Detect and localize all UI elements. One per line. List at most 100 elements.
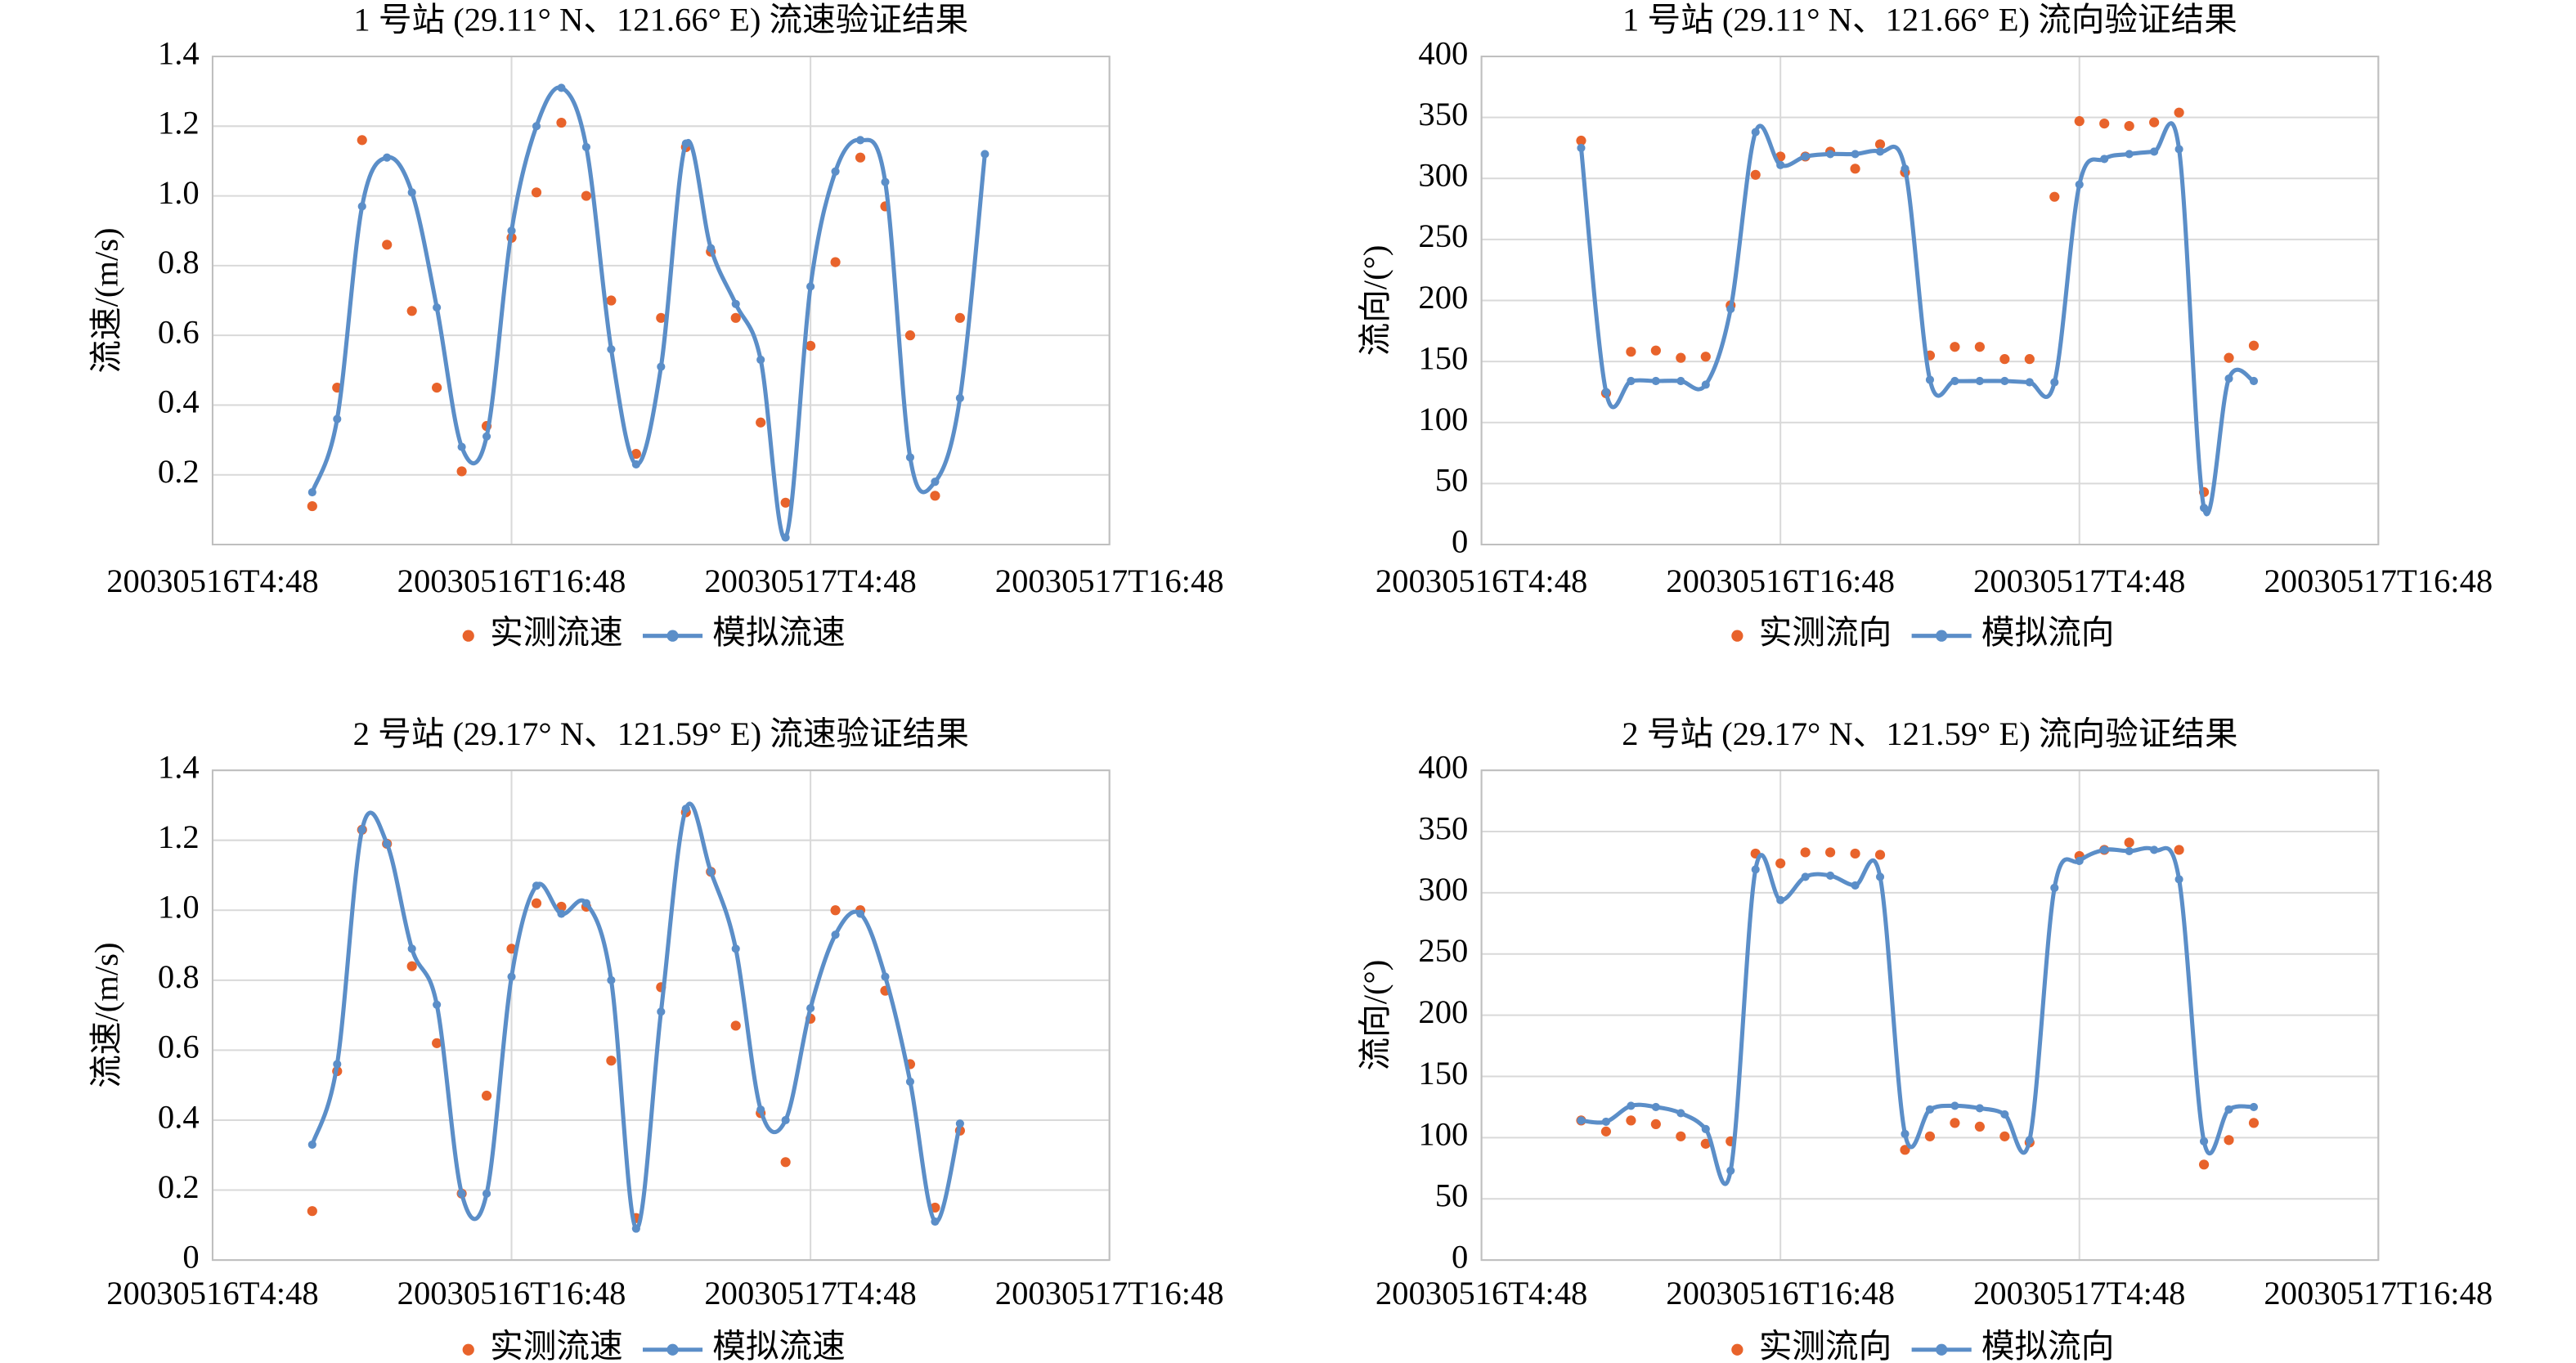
legend-marker	[1936, 1343, 1948, 1356]
line-marker	[2125, 150, 2134, 159]
scatter-point	[456, 466, 467, 477]
line-marker	[1776, 160, 1785, 169]
line-marker	[707, 868, 716, 877]
y-tick-label: 1.2	[158, 818, 200, 855]
line-marker	[2174, 145, 2183, 154]
line-marker	[1701, 1124, 1710, 1133]
scatter-point	[1576, 135, 1586, 146]
scatter-point	[556, 117, 567, 128]
x-tick-label: 20030516T4:48	[1376, 563, 1587, 599]
legend-marker	[1731, 630, 1744, 642]
line-marker	[631, 1224, 640, 1233]
scatter-point	[531, 898, 542, 908]
scatter-point	[2024, 354, 2035, 365]
scatter-point	[1700, 352, 1711, 362]
scatter-point	[730, 1020, 741, 1031]
scatter-point	[606, 1056, 617, 1066]
y-tick-label: 200	[1418, 993, 1468, 1030]
line-marker	[1601, 1117, 1611, 1126]
line-marker	[2000, 1110, 2009, 1119]
x-tick-label: 20030516T16:48	[1666, 1275, 1895, 1311]
line-marker	[1901, 1129, 1910, 1138]
scatter-point	[954, 312, 965, 323]
line-marker	[307, 1140, 316, 1149]
line-marker	[1776, 895, 1785, 904]
y-tick-label: 1.2	[158, 105, 200, 141]
legend-label: 实测流向	[1759, 1328, 1892, 1363]
legend-label: 模拟流速	[712, 614, 845, 651]
scatter-point	[730, 312, 741, 323]
x-tick-label: 20030517T16:48	[2264, 563, 2493, 599]
scatter-point	[1950, 342, 1960, 352]
line-marker	[681, 805, 690, 814]
scatter-point	[2224, 352, 2234, 363]
y-tick-label: 300	[1418, 871, 1468, 908]
scatter-point	[1750, 169, 1761, 180]
line-marker	[1901, 164, 1910, 173]
y-tick-label: 1.0	[158, 174, 200, 211]
chart-title: 2 号站 (29.17° N、121.59° E) 流速验证结果	[353, 715, 969, 752]
y-axis-label: 流向/(°)	[1357, 245, 1393, 356]
scatter-point	[631, 449, 641, 460]
scatter-point	[855, 152, 866, 163]
scatter-point	[1676, 1131, 1686, 1141]
scatter-point	[1874, 850, 1886, 860]
scatter-point	[1974, 342, 1985, 352]
line-marker	[855, 136, 865, 145]
scatter-point	[307, 500, 317, 512]
scatter-point	[406, 961, 417, 971]
line-marker	[557, 909, 566, 918]
scatter-point	[830, 257, 841, 267]
line-marker	[2249, 1102, 2259, 1112]
line-marker	[1801, 152, 1810, 161]
chart-panel: 0 0.2 0.4 0.6 0.8 1.0 1.2 1.4 20030516T4:48 20030…	[88, 715, 1223, 1363]
scatter-point	[1924, 1131, 1936, 1141]
line-marker	[905, 453, 915, 462]
scatter-point	[830, 905, 841, 916]
line-marker	[433, 1000, 442, 1009]
scatter-point	[1850, 164, 1860, 174]
line-marker	[1875, 147, 1885, 156]
line-marker	[581, 899, 591, 908]
line-marker	[482, 432, 491, 441]
line-marker	[1627, 376, 1636, 386]
scatter-point	[1800, 847, 1811, 858]
scatter-point	[780, 1157, 791, 1168]
scatter-point	[1775, 858, 1786, 869]
legend: 实测流速 模拟流速	[462, 614, 846, 651]
y-tick-label: 1.4	[158, 748, 200, 785]
scatter-point	[606, 295, 617, 306]
legend-marker	[1731, 1343, 1744, 1356]
x-tick-label: 20030517T4:48	[1973, 563, 2185, 599]
line-marker	[1676, 1109, 1685, 1118]
scatter-point	[2248, 340, 2260, 351]
line-marker	[607, 345, 616, 354]
line-marker	[831, 930, 840, 939]
line-marker	[707, 244, 716, 253]
legend-label: 实测流向	[1759, 614, 1892, 651]
series-line	[1578, 121, 2255, 517]
legend-label: 模拟流速	[712, 1328, 845, 1363]
chart-title: 1 号站 (29.11° N、121.66° E) 流速验证结果	[353, 2, 968, 38]
line-marker	[881, 177, 890, 186]
line-marker	[2050, 378, 2059, 387]
scatter-point	[307, 1206, 317, 1217]
line-marker	[2174, 875, 2183, 884]
line-marker	[2249, 376, 2259, 386]
legend: 实测流速 模拟流速	[462, 1328, 846, 1363]
line-marker	[357, 202, 366, 211]
plot-frame	[211, 56, 1111, 546]
line-marker	[1826, 150, 1835, 159]
line-marker	[1751, 865, 1760, 874]
scatter-point	[1700, 1138, 1711, 1149]
y-tick-label: 0.4	[158, 1098, 200, 1135]
y-tick-label: 1.0	[158, 889, 200, 926]
y-axis-label: 流向/(°)	[1357, 960, 1393, 1071]
line-marker	[1950, 1101, 1959, 1110]
line-marker	[1651, 1102, 1660, 1112]
y-tick-label: 250	[1418, 932, 1468, 969]
y-tick-label: 0	[182, 1238, 199, 1275]
y-tick-label: 150	[1418, 1055, 1468, 1092]
y-tick-label: 250	[1418, 217, 1468, 254]
